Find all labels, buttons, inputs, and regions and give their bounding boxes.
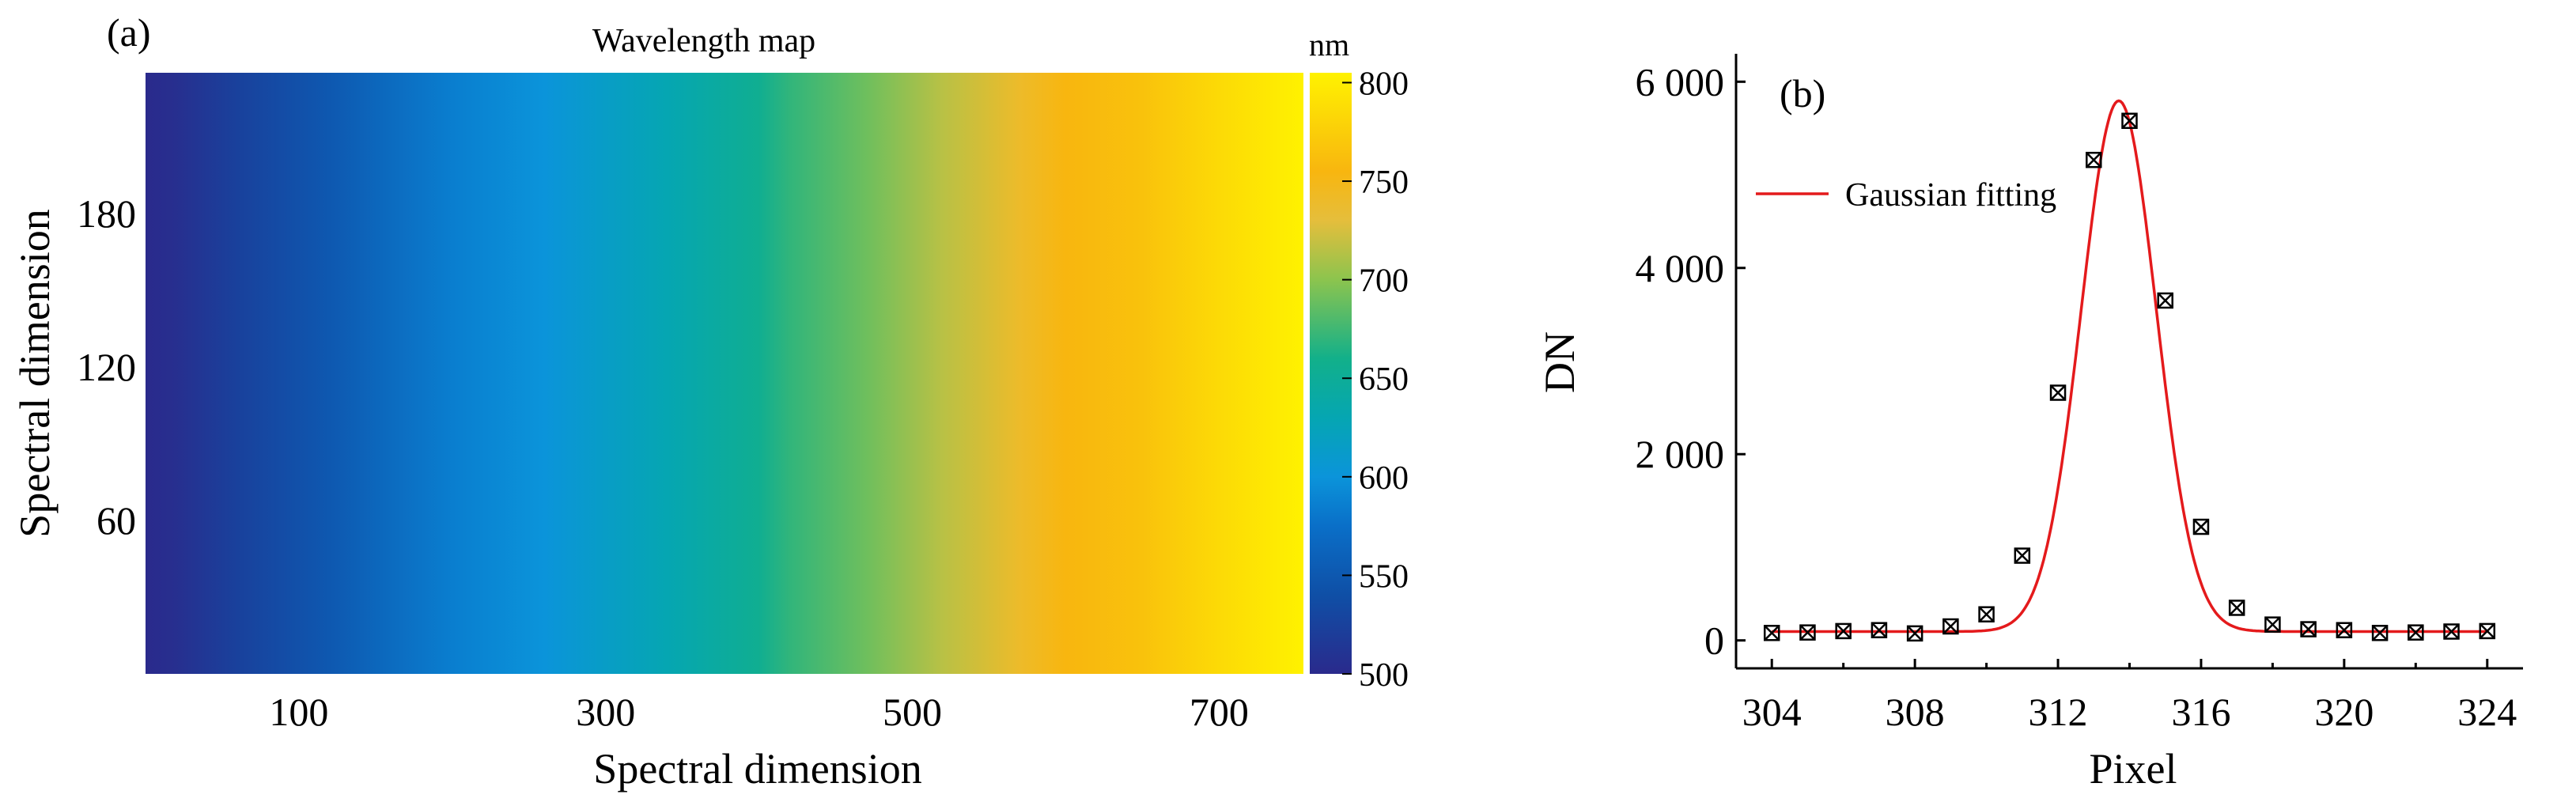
y-tick-label: 2 000 <box>1636 432 1725 476</box>
colorbar-unit: nm <box>1309 27 1349 62</box>
colorbar-tick-label: 700 <box>1359 263 1409 300</box>
heatmap-x-ticks: 100 300 500 700 <box>269 690 1248 734</box>
colorbar-tick-label: 500 <box>1359 657 1409 694</box>
heatmap-y-tick-label: 180 <box>77 191 136 236</box>
heatmap-x-tick-label: 300 <box>576 690 635 734</box>
x-tick-label: 316 <box>2171 690 2230 734</box>
heatmap-y-ticks: 60 120 180 <box>77 191 136 543</box>
colorbar-ticks: 500 550 600 650 700 750 800 <box>1342 66 1409 694</box>
data-point <box>2049 384 2067 401</box>
heatmap-x-tick-label: 500 <box>883 690 942 734</box>
x-tick-label: 312 <box>2029 690 2088 734</box>
y-tick-label: 6 000 <box>1636 59 1725 104</box>
y-tick-label: 4 000 <box>1636 246 1725 290</box>
data-point <box>2121 112 2138 130</box>
heatmap-title: Wavelength map <box>592 23 815 59</box>
data-point <box>2336 622 2353 638</box>
data-point <box>1906 625 1923 642</box>
data-point <box>2264 616 2281 633</box>
data-point <box>2014 547 2031 564</box>
colorbar <box>1310 73 1352 674</box>
data-point <box>1978 606 1995 622</box>
colorbar-tick-label: 800 <box>1359 66 1409 102</box>
x-tick-label: 324 <box>2457 690 2517 734</box>
colorbar-tick-label: 750 <box>1359 165 1409 201</box>
wavelength-heatmap <box>146 73 1303 674</box>
data-point <box>1942 618 1959 635</box>
panel-a: (a) Wavelength map 100 300 500 700 60 120 180… <box>11 10 1409 793</box>
data-point <box>2192 518 2210 535</box>
pixel-x-ticks: 304 308 312 316 320 324 <box>1742 659 2517 734</box>
heatmap-x-axis-label: Spectral dimension <box>593 745 921 793</box>
data-point <box>2371 625 2389 641</box>
x-tick-label: 304 <box>1742 690 1802 734</box>
colorbar-tick-label: 650 <box>1359 361 1409 398</box>
heatmap-x-tick-label: 700 <box>1190 690 1249 734</box>
data-point <box>1763 625 1780 641</box>
panel-a-label: (a) <box>107 10 151 55</box>
dn-y-axis-label: DN <box>1536 331 1583 393</box>
colorbar-tick-label: 550 <box>1359 558 1409 595</box>
legend: Gaussian fitting <box>1756 177 2056 214</box>
data-point <box>2086 151 2102 168</box>
data-point <box>2228 600 2245 616</box>
heatmap-y-axis-label: Spectral dimension <box>11 209 59 537</box>
heatmap-x-tick-label: 100 <box>269 690 328 734</box>
x-tick-label: 320 <box>2314 690 2374 734</box>
data-point <box>2479 622 2496 640</box>
panel-b-label: (b) <box>1780 71 1825 115</box>
data-point <box>2300 621 2317 637</box>
x-tick-label: 308 <box>1886 690 1945 734</box>
dn-x-axis-label: Pixel <box>2089 745 2177 793</box>
heatmap-y-tick-label: 60 <box>96 498 136 543</box>
data-point <box>2157 292 2173 309</box>
data-point <box>1871 622 1888 638</box>
data-point <box>2443 623 2460 640</box>
data-point <box>2408 624 2424 641</box>
dn-y-ticks: 0 2 000 4 000 6 000 <box>1636 59 1746 663</box>
legend-label: Gaussian fitting <box>1845 177 2056 214</box>
data-point <box>1835 622 1852 640</box>
heatmap-y-tick-label: 120 <box>77 345 136 389</box>
data-points <box>1763 112 2496 642</box>
y-tick-label: 0 <box>1704 619 1724 663</box>
colorbar-tick-label: 600 <box>1359 460 1409 497</box>
data-point <box>1799 624 1816 641</box>
